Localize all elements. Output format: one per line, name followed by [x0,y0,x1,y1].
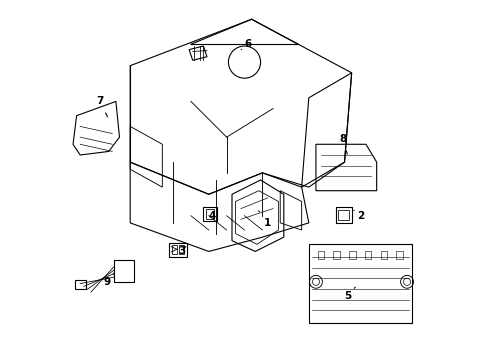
Text: 1: 1 [258,211,271,228]
Text: 3: 3 [178,247,185,256]
Bar [335,207,351,223]
Bar [114,260,134,282]
Text: 5: 5 [344,287,354,301]
Text: 4: 4 [208,211,216,221]
Bar [317,251,324,259]
Text: 7: 7 [96,96,107,117]
Bar [364,251,370,259]
Bar [337,210,348,220]
Bar [205,209,214,219]
Bar [169,243,186,257]
Bar [172,245,177,254]
Bar [395,251,402,259]
Text: 9: 9 [103,273,114,287]
Bar [203,207,217,221]
Text: 8: 8 [338,134,346,154]
Bar [179,245,184,254]
Bar [380,251,386,259]
Bar [75,280,85,289]
Text: 2: 2 [353,210,364,221]
Text: 6: 6 [241,39,251,50]
Bar [348,251,355,259]
Bar [333,251,339,259]
